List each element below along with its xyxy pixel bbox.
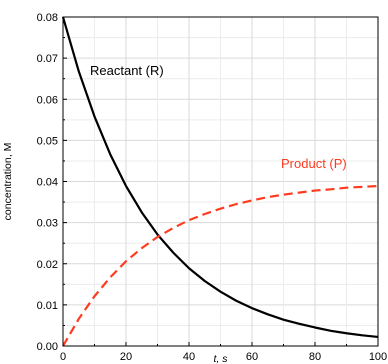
y-tick-label: 0.04 <box>37 177 58 189</box>
x-tick-label: 80 <box>309 351 321 363</box>
plot-frame <box>62 16 379 347</box>
x-tick-label: 100 <box>369 351 387 363</box>
series-line-product <box>62 184 379 347</box>
y-tick-label: 0.03 <box>37 218 58 230</box>
x-tick-label: 0 <box>60 351 66 363</box>
y-tick-label: 0.02 <box>37 259 58 271</box>
series <box>61 16 379 347</box>
y-tick-label: 0.06 <box>37 94 58 106</box>
y-tick-label: 0.01 <box>37 300 58 312</box>
y-tick-label: 0.00 <box>37 341 58 353</box>
x-axis-title: t, s <box>213 353 228 364</box>
y-tick-label: 0.07 <box>37 53 58 65</box>
x-tick-label: 40 <box>183 351 195 363</box>
x-tick-label: 20 <box>120 351 132 363</box>
series-label-product: Product (P) <box>281 156 347 171</box>
y-tick-label: 0.05 <box>37 135 58 147</box>
y-axis-title: concentration, M <box>2 143 14 221</box>
series-label-reactant: Reactant (R) <box>90 63 164 78</box>
series-line-reactant <box>61 16 379 339</box>
y-tick-label: 0.08 <box>37 12 58 24</box>
labels: Reactant (R) Product (P) t, s concentrat… <box>2 63 347 364</box>
x-tick-label: 60 <box>246 351 258 363</box>
ticks: 0.00 0.01 0.02 0.03 0.04 0.05 0.06 0.07 0.08 0 20 4… <box>37 12 388 363</box>
